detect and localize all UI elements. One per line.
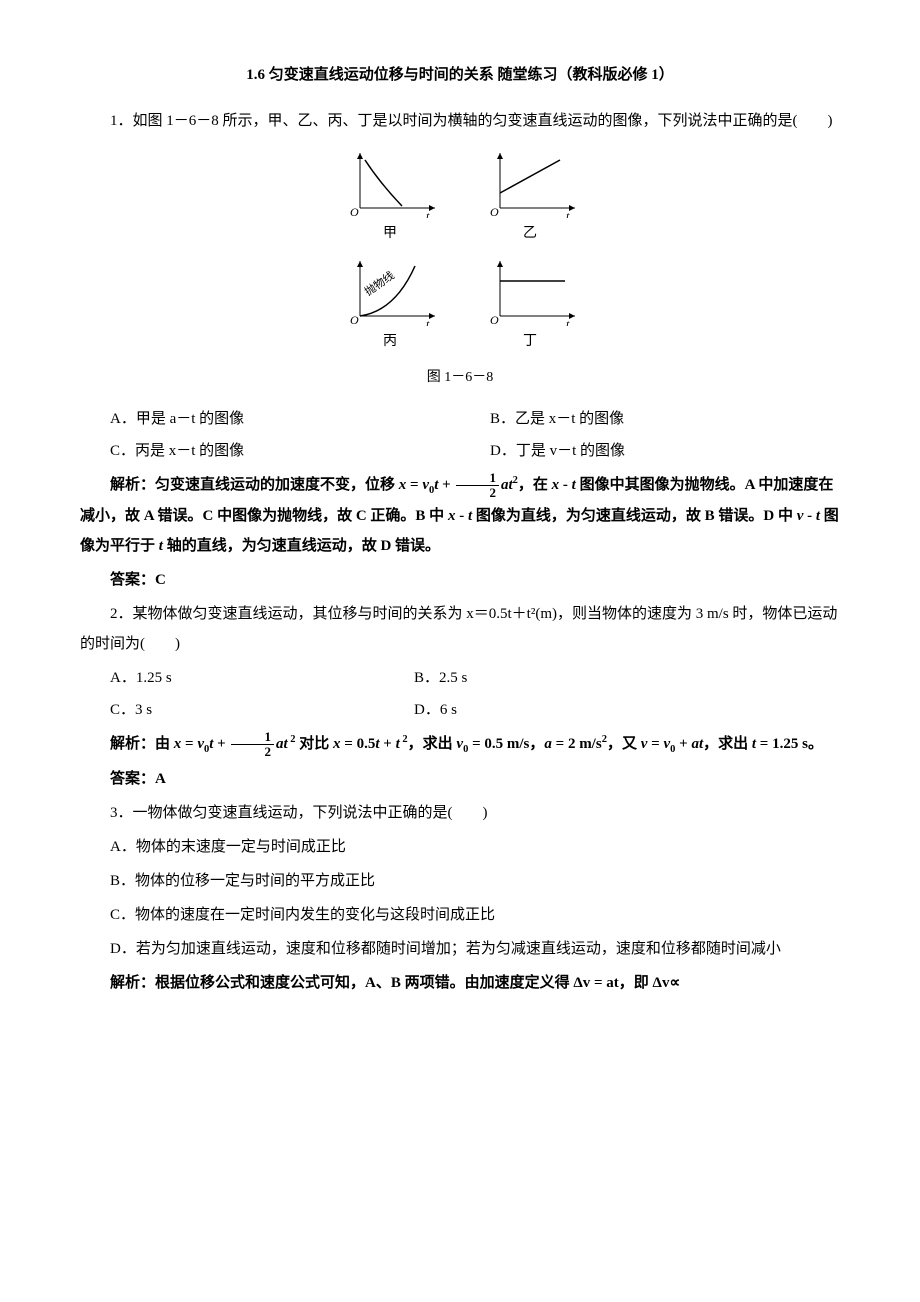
svg-text:O: O: [490, 313, 499, 326]
q2-optA: A．1.25 s: [80, 663, 384, 693]
q3-optD: D．若为匀加速直线运动，速度和位移都随时间增加；若为匀减速直线运动，速度和位移都…: [80, 934, 840, 964]
q1-figure: O t 甲 O t 乙: [80, 148, 840, 392]
q2-a-end: 。: [808, 736, 823, 752]
q2-optC: C．3 s: [80, 695, 384, 725]
label-ding: 丁: [523, 328, 537, 356]
doc-title: 1.6 匀变速直线运动位移与时间的关系 随堂练习（教科版必修 1）: [80, 60, 840, 90]
q1-optC: C．丙是 x－t 的图像: [80, 436, 460, 466]
q1-caption: 图 1－6－8: [80, 364, 840, 392]
q2-optB: B．2.5 s: [384, 663, 764, 693]
svg-text:抛物线: 抛物线: [362, 268, 397, 298]
q2-a-m1: 对比: [296, 736, 334, 752]
graph-ding: O t: [480, 256, 580, 326]
q1-analysis: 解析：匀变速直线运动的加速度不变，位移 x = v0t + 12at2，在 x …: [80, 470, 840, 561]
svg-text:O: O: [490, 205, 499, 218]
q3-optC: C．物体的速度在一定时间内发生的变化与这段时间成正比: [80, 900, 840, 930]
q1-optA: A．甲是 a－t 的图像: [80, 404, 460, 434]
q2-optD: D．6 s: [384, 695, 764, 725]
q1-optD: D．丁是 v－t 的图像: [460, 436, 840, 466]
q1-answer: 答案：C: [80, 565, 840, 595]
svg-text:O: O: [350, 205, 359, 218]
label-jia: 甲: [383, 220, 397, 248]
q2-stem: 2．某物体做匀变速直线运动，其位移与时间的关系为 x＝0.5t＋t²(m)，则当…: [80, 599, 840, 659]
graph-jia: O t: [340, 148, 440, 218]
q2-answer: 答案：A: [80, 764, 840, 794]
q2-analysis: 解析：由 x = v0t + 12at 2 对比 x = 0.5t + t 2，…: [80, 729, 840, 760]
q1-stem: 1．如图 1－6－8 所示，甲、乙、丙、丁是以时间为横轴的匀变速直线运动的图像，…: [80, 106, 840, 136]
q1-a-end: 轴的直线，为匀速直线运动，故 D 错误。: [163, 538, 440, 554]
q2-a-m4: ，求出: [703, 736, 752, 752]
q2-a-m2: ，求出: [408, 736, 457, 752]
q1-optB: B．乙是 x－t 的图像: [460, 404, 840, 434]
q3-analysis: 解析：根据位移公式和速度公式可知，A、B 两项错。由加速度定义得 Δv = at…: [80, 968, 840, 998]
label-yi: 乙: [523, 220, 537, 248]
q2-a-pre: 解析：由: [110, 736, 174, 752]
q1-a-m3: 图像为直线，为匀速直线运动，故 B 错误。D 中: [472, 508, 797, 524]
q1-a-m1: ，在: [518, 477, 552, 493]
q3-stem: 3．一物体做匀变速直线运动，下列说法中正确的是( ): [80, 798, 840, 828]
q3-optB: B．物体的位移一定与时间的平方成正比: [80, 866, 840, 896]
svg-text:O: O: [350, 313, 359, 326]
graph-yi: O t: [480, 148, 580, 218]
label-bing: 丙: [383, 328, 397, 356]
graph-bing: O t 抛物线: [340, 256, 440, 326]
q3-optA: A．物体的末速度一定与时间成正比: [80, 832, 840, 862]
q2-a-m3: ，又: [607, 736, 641, 752]
q1-a-pre: 解析：匀变速直线运动的加速度不变，位移: [110, 477, 399, 493]
